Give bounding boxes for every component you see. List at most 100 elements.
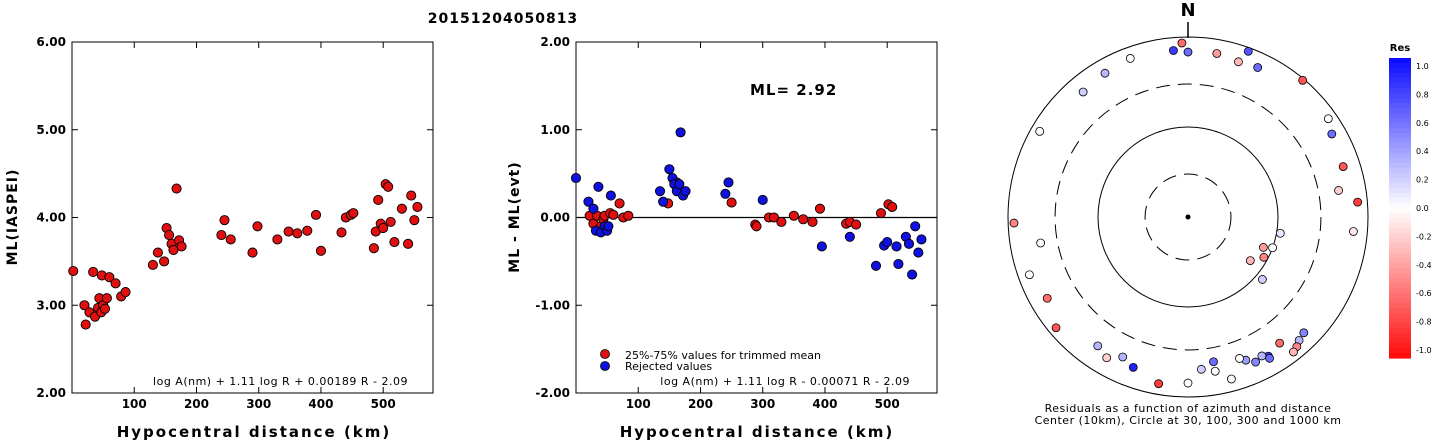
- data-point: [80, 319, 91, 330]
- data-point: [658, 196, 669, 207]
- data-point: [680, 186, 691, 197]
- color-scale-band: [1389, 218, 1411, 224]
- data-point: [726, 197, 737, 208]
- legend-label-rejected: Rejected values: [625, 360, 712, 373]
- color-scale-band: [1389, 298, 1411, 304]
- color-scale-band: [1389, 148, 1411, 154]
- data-point: [216, 229, 227, 241]
- y-tick-label: 2.00: [540, 35, 570, 49]
- color-scale-band: [1389, 153, 1411, 159]
- data-point: [605, 190, 616, 201]
- color-scale-band: [1389, 118, 1411, 124]
- station-point: [1125, 54, 1135, 63]
- data-point: [720, 188, 731, 199]
- color-scale-band: [1389, 123, 1411, 129]
- color-scale-band: [1389, 78, 1411, 84]
- data-point: [583, 196, 594, 207]
- data-point: [272, 234, 283, 245]
- legend-marker-trimmed: [600, 349, 610, 359]
- polar-caption-line2: Center (10km), Circle at 30, 100, 300 an…: [1035, 414, 1342, 427]
- data-point: [674, 179, 685, 190]
- data-point: [844, 231, 855, 242]
- station-point: [1183, 378, 1193, 388]
- station-point: [1257, 351, 1267, 361]
- color-scale-band: [1389, 168, 1411, 174]
- color-scale-band: [1389, 83, 1411, 89]
- y-tick-label: 5.00: [36, 123, 66, 137]
- color-scale-band: [1389, 178, 1411, 184]
- color-scale-band: [1389, 228, 1411, 234]
- data-point: [776, 216, 787, 227]
- color-scale-band: [1389, 93, 1411, 99]
- data-point: [788, 210, 799, 221]
- color-scale-band: [1389, 133, 1411, 139]
- color-scale-band: [1389, 88, 1411, 94]
- color-scale-band: [1389, 128, 1411, 134]
- station-point: [1227, 374, 1236, 384]
- color-scale-band: [1389, 98, 1411, 104]
- color-scale-band: [1389, 108, 1411, 114]
- data-point: [247, 247, 258, 258]
- data-point: [412, 201, 423, 213]
- data-point: [675, 127, 686, 138]
- station-point: [1275, 338, 1285, 348]
- x-tick-label: 500: [875, 397, 900, 411]
- data-point: [252, 221, 263, 232]
- color-scale-band: [1389, 203, 1411, 209]
- north-label: N: [1180, 0, 1195, 21]
- data-point: [147, 259, 158, 270]
- data-point: [104, 272, 115, 283]
- data-point: [614, 198, 625, 209]
- station-point: [1177, 38, 1187, 48]
- data-point: [887, 201, 898, 213]
- color-scale-band: [1389, 283, 1411, 289]
- color-scale-band: [1389, 318, 1411, 324]
- color-scale-label: -1.0: [1416, 346, 1432, 355]
- color-scale-band: [1389, 68, 1411, 74]
- station-point: [1253, 63, 1263, 72]
- data-point: [68, 265, 79, 277]
- station-point: [1243, 46, 1253, 56]
- station-point: [1154, 379, 1164, 389]
- x-axis-label: Hypocentral distance (km): [620, 423, 895, 441]
- station-point: [1025, 270, 1034, 280]
- color-scale-band: [1389, 263, 1411, 269]
- x-tick-label: 100: [626, 397, 651, 411]
- color-scale-band: [1389, 303, 1411, 309]
- station-point: [1235, 354, 1244, 363]
- y-tick-label: -2.00: [535, 386, 570, 400]
- color-scale-label: -0.4: [1416, 261, 1432, 270]
- x-tick-label: 300: [750, 397, 775, 411]
- color-scale-band: [1389, 188, 1411, 194]
- y-tick-label: 2.00: [36, 386, 66, 400]
- data-point: [798, 214, 809, 225]
- station-point: [1102, 353, 1112, 363]
- legend-marker-rejected: [600, 361, 610, 371]
- data-point: [654, 186, 666, 197]
- color-scale-label: -0.2: [1416, 232, 1432, 241]
- color-scale-band: [1389, 313, 1411, 319]
- station-point: [1299, 328, 1309, 338]
- color-scale-label: 0.4: [1416, 147, 1429, 156]
- color-scale-band: [1389, 238, 1411, 244]
- y-tick-label: -1.00: [535, 298, 570, 312]
- color-scale-band: [1389, 213, 1411, 219]
- data-point: [814, 203, 826, 214]
- station-point: [1212, 49, 1222, 58]
- data-point: [623, 210, 634, 221]
- station-point: [1258, 243, 1268, 252]
- y-tick-label: 1.00: [540, 123, 570, 137]
- station-point: [1327, 129, 1337, 139]
- station-point: [1209, 357, 1218, 367]
- color-scale-label: 1.0: [1416, 62, 1429, 71]
- color-scale-band: [1389, 258, 1411, 264]
- station-point: [1042, 293, 1052, 303]
- data-point: [302, 225, 313, 236]
- data-point: [88, 266, 99, 277]
- x-tick-label: 200: [184, 397, 209, 411]
- y-tick-label: 4.00: [36, 211, 66, 225]
- data-point: [336, 227, 347, 238]
- data-point: [723, 177, 734, 188]
- color-scale-band: [1389, 323, 1411, 329]
